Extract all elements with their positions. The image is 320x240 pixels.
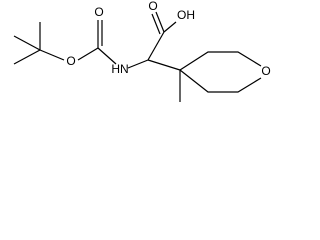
atom-label: O — [261, 64, 270, 78]
atom-label: O — [94, 5, 103, 19]
bond — [39, 49, 65, 61]
bond — [163, 21, 177, 33]
bond — [147, 31, 165, 61]
atom-label: HN — [111, 62, 128, 76]
bond — [77, 47, 99, 61]
bond — [147, 59, 181, 71]
bond — [151, 13, 161, 35]
molecule-structure: O OH HN O O O — [13, 0, 271, 102]
bond — [127, 59, 149, 69]
atom-label: OH — [177, 8, 195, 22]
bond — [13, 49, 41, 65]
page: {"atoms": [ {"label": "O"}, {"label": "O… — [0, 0, 298, 122]
ring-bonds — [179, 51, 262, 71]
bond — [97, 47, 117, 65]
bonds — [13, 11, 262, 102]
bond — [155, 11, 165, 33]
atom-label: O — [66, 54, 75, 68]
atom-label: O — [148, 0, 157, 13]
bond — [13, 35, 41, 51]
ring-bonds — [179, 69, 262, 93]
